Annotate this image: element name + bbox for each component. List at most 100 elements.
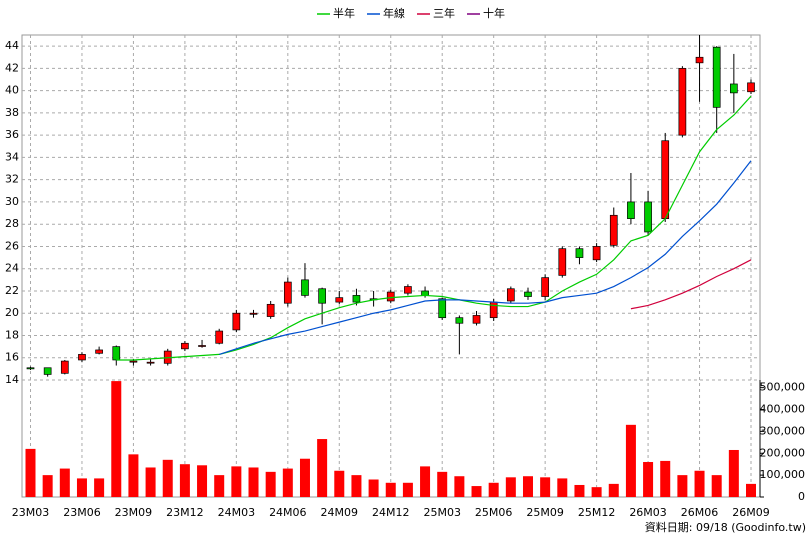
volume-bar <box>214 475 225 497</box>
x-tick-label: 25M09 <box>526 506 564 519</box>
candle-body <box>335 297 344 303</box>
volume-bar <box>746 483 756 497</box>
candle-body <box>60 360 69 374</box>
candle-body <box>283 281 292 304</box>
volume-bar <box>677 475 688 497</box>
candle-body <box>506 288 515 302</box>
volume-bar <box>437 471 448 497</box>
x-tick-label: 26M03 <box>629 506 667 519</box>
volume-bar <box>420 466 431 497</box>
y-tick-label: 18 <box>5 328 19 341</box>
volume-bar <box>385 482 396 497</box>
volume-bar <box>402 482 413 497</box>
x-tick-label: 24M06 <box>269 506 307 519</box>
volume-bar <box>522 476 533 497</box>
volume-bar <box>334 470 345 497</box>
candle-body <box>318 288 326 304</box>
volume-bar <box>557 478 568 497</box>
volume-bar <box>643 462 654 497</box>
candle-body <box>232 312 241 331</box>
x-tick-label: 23M09 <box>115 506 153 519</box>
volume-bar <box>574 484 585 497</box>
candle-body <box>215 330 224 344</box>
volume-tick-label: 500,000 <box>760 381 806 394</box>
ma-line <box>630 259 752 310</box>
ma-line <box>219 160 752 355</box>
volume-tick-label: 0 <box>798 490 805 503</box>
x-tick-label: 25M06 <box>475 506 513 519</box>
y-tick-label: 24 <box>5 262 19 275</box>
y-tick-label: 38 <box>5 106 19 119</box>
candle-body <box>404 286 412 294</box>
x-tick-label: 23M06 <box>63 506 101 519</box>
x-tick-label: 25M12 <box>578 506 616 519</box>
candle-body <box>644 201 652 233</box>
volume-bar <box>625 424 636 497</box>
candle-body <box>455 317 464 324</box>
candle-body <box>146 361 155 364</box>
volume-tick-label: 200,000 <box>760 446 806 459</box>
candle-body <box>198 345 206 347</box>
volume-bar <box>42 475 53 497</box>
y-tick-label: 36 <box>5 128 19 141</box>
candle-body <box>747 82 755 93</box>
y-tick-label: 44 <box>5 39 19 52</box>
volume-bar <box>299 458 310 497</box>
source-note: 資料日期: 09/18 (Goodinfo.tw) <box>645 520 806 534</box>
candle-body <box>558 248 567 276</box>
y-tick-label: 42 <box>5 61 19 74</box>
candle-body <box>712 46 721 108</box>
legend-label: 年線 <box>383 6 405 20</box>
candle-body <box>592 246 601 261</box>
candle-body <box>26 367 35 370</box>
volume-bar <box>179 464 190 497</box>
candle-body <box>266 303 275 317</box>
volume-bar <box>128 454 139 497</box>
volume-bar <box>145 467 156 497</box>
candle-body <box>524 291 532 297</box>
x-tick-label: 25M03 <box>423 506 461 519</box>
volume-bar <box>711 475 722 497</box>
volume-tick-label: 400,000 <box>760 403 806 416</box>
candle-body <box>489 301 498 319</box>
y-tick-label: 16 <box>5 351 19 364</box>
volume-bar <box>471 486 482 497</box>
volume-bar <box>248 467 259 497</box>
x-tick-label: 26M09 <box>732 506 770 519</box>
y-tick-label: 32 <box>5 173 19 186</box>
x-tick-label: 24M03 <box>218 506 256 519</box>
volume-bar <box>59 468 70 497</box>
volume-bar <box>162 459 173 497</box>
candle-body <box>472 315 481 324</box>
volume-bar <box>540 477 551 497</box>
candle-body <box>438 298 447 319</box>
y-tick-label: 20 <box>5 306 19 319</box>
candle-body <box>541 277 549 297</box>
legend-label: 半年 <box>333 6 355 20</box>
volume-bar <box>694 470 705 497</box>
volume-tick-label: 300,000 <box>760 424 806 437</box>
volume-bar <box>76 478 87 497</box>
candle-body <box>95 349 103 354</box>
x-tick-label: 24M09 <box>321 506 359 519</box>
volume-bar <box>488 482 499 497</box>
candle-body <box>609 214 618 246</box>
volume-bar <box>25 448 36 497</box>
volume-bar <box>197 465 208 497</box>
volume-bar <box>282 468 293 497</box>
y-tick-label: 30 <box>5 195 19 208</box>
candle-body <box>352 295 361 303</box>
volume-bar <box>317 439 328 497</box>
volume-bar <box>231 466 242 497</box>
candle-body <box>386 291 395 302</box>
candle-body <box>695 56 704 64</box>
volume-bar <box>591 487 602 497</box>
volume-bar <box>660 460 671 497</box>
y-tick-label: 34 <box>5 150 19 163</box>
volume-bar <box>728 449 739 497</box>
y-tick-label: 22 <box>5 284 19 297</box>
x-tick-label: 26M06 <box>681 506 719 519</box>
volume-bar <box>505 477 516 497</box>
volume-bar <box>111 381 122 497</box>
